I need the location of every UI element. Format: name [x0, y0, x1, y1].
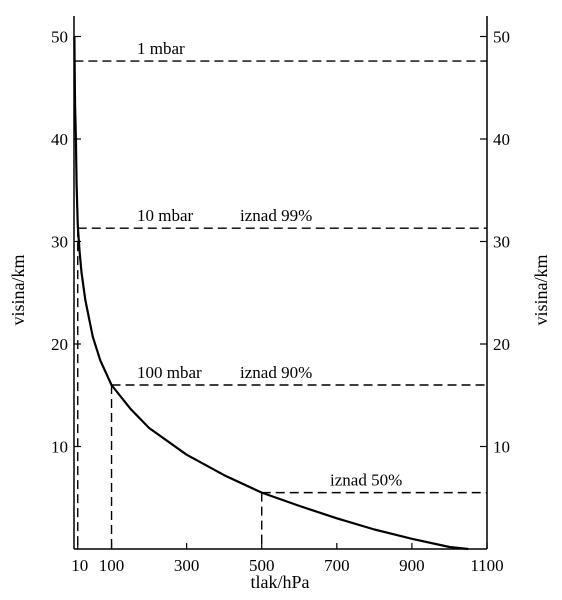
y-tick-label-left: 40 — [51, 130, 68, 149]
y-tick-label-right: 10 — [493, 438, 510, 457]
y-tick-label-right: 20 — [493, 335, 510, 354]
x-tick-label: 500 — [249, 556, 275, 575]
ref-note: iznad 50% — [330, 471, 402, 490]
ref-label: 100 mbar — [137, 363, 202, 382]
x-tick-label: 700 — [324, 556, 350, 575]
y-tick-label-left: 20 — [51, 335, 68, 354]
x-tick-label: 300 — [174, 556, 200, 575]
y-tick-label-right: 40 — [493, 130, 510, 149]
ref-label: 1 mbar — [137, 39, 185, 58]
x-tick-label: 10 — [71, 556, 88, 575]
pressure-height-curve — [73, 36, 469, 551]
y-tick-label-right: 30 — [493, 233, 510, 252]
y-tick-label-left: 10 — [51, 438, 68, 457]
ref-note: iznad 99% — [240, 206, 312, 225]
y-axis-title-left: visina/km — [8, 255, 28, 326]
y-tick-label-left: 30 — [51, 233, 68, 252]
x-tick-label: 900 — [399, 556, 425, 575]
x-tick-label: 100 — [99, 556, 125, 575]
y-axis-title-right: visina/km — [531, 255, 551, 326]
ref-label: 10 mbar — [137, 206, 194, 225]
x-tick-label: 1100 — [470, 556, 503, 575]
ref-note: iznad 90% — [240, 363, 312, 382]
y-tick-label-left: 50 — [51, 28, 68, 47]
x-axis-title: tlak/hPa — [251, 572, 310, 592]
y-tick-label-right: 50 — [493, 28, 510, 47]
